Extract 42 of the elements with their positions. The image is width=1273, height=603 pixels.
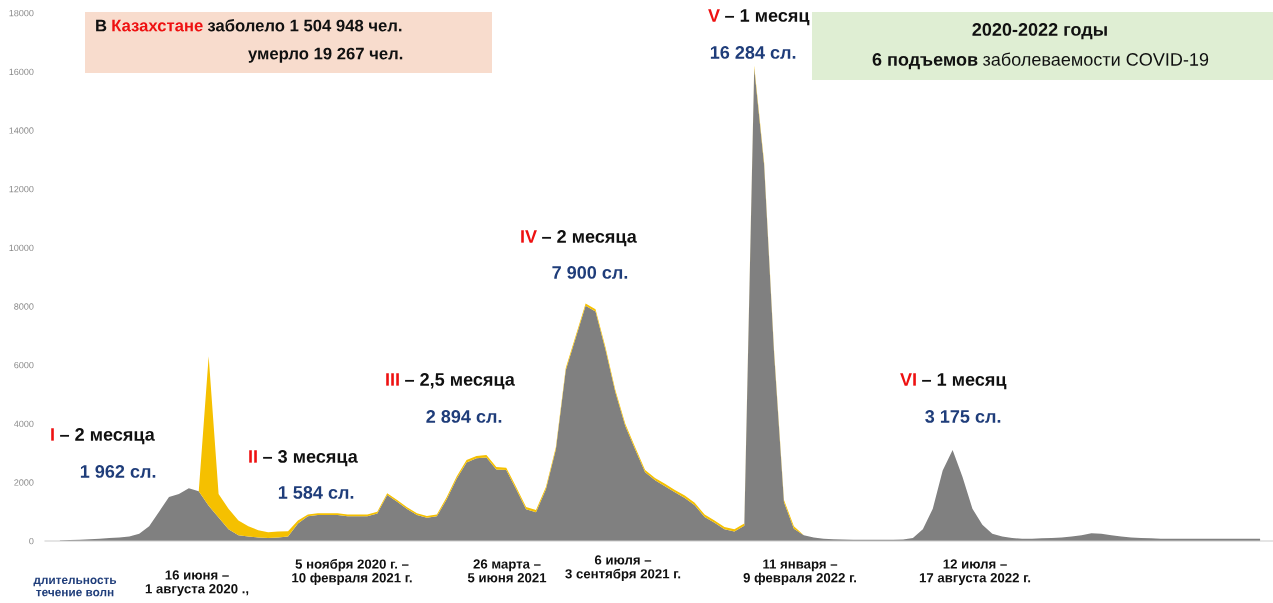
annotation: IV — [521, 230, 537, 243]
text: 6 июля – 3 сентября 2021 г. — [565, 555, 681, 582]
annotation: 2 894 сл. — [426, 410, 502, 423]
annotation: – 2 месяца — [542, 230, 637, 247]
annotation: Казахстане — [112, 19, 203, 32]
text: 5 ноября 2020 г. – 10 февраля 2021 г. — [292, 558, 412, 586]
annotation: 16 284 сл. — [710, 46, 796, 59]
text: 12 июля – 17 августа 2022 г. — [919, 559, 1031, 586]
y-tick-label: 12000 — [9, 185, 34, 193]
y-tick-label: 10000 — [9, 244, 34, 252]
y-tick-label: 6000 — [14, 361, 34, 369]
text: 16 июня – 1 августа 2020 ., — [145, 570, 249, 597]
text: 26 марта – 5 июня 2021 — [467, 559, 547, 583]
y-tick-label: 0 — [29, 537, 34, 545]
annotation: 2020-2022 годы — [972, 23, 1107, 40]
annotation: 7 900 сл. — [552, 266, 628, 279]
annotation: – 2,5 месяца — [405, 373, 515, 390]
annotation: – 2 месяца — [60, 428, 155, 445]
text: 11 января – 9 февраля 2022 г. — [743, 559, 857, 586]
annotation: В — [96, 19, 107, 32]
annotation: II — [249, 450, 257, 463]
annotation: умерло 19 267 чел. — [248, 47, 403, 63]
annotation: заболело 1 504 948 чел. — [207, 19, 402, 32]
annotation: – 3 месяца — [263, 450, 358, 467]
y-tick-label: 16000 — [9, 68, 34, 76]
y-tick-label: 8000 — [14, 303, 34, 310]
text: длительность течение волн — [33, 577, 117, 597]
annotation: 3 175 сл. — [925, 410, 1001, 423]
annotation: III — [386, 373, 399, 386]
annotation: 1 962 сл. — [80, 465, 156, 478]
annotation: VI — [900, 373, 916, 386]
annotation: I — [51, 428, 54, 441]
y-tick-label: 14000 — [9, 127, 34, 134]
annotation: – 1 месяц — [922, 373, 1007, 390]
y-tick-label: 18000 — [9, 9, 34, 17]
y-tick-label: 2000 — [14, 479, 34, 486]
annotation: – 1 месяц — [725, 9, 810, 26]
annotation: 1 584 сл. — [278, 486, 354, 499]
annotation: V — [708, 9, 720, 22]
annotation: заболеваемости COVID-19 — [982, 52, 1209, 66]
y-tick-label: 4000 — [14, 420, 34, 428]
annotation: 6 подъемов — [872, 53, 978, 70]
